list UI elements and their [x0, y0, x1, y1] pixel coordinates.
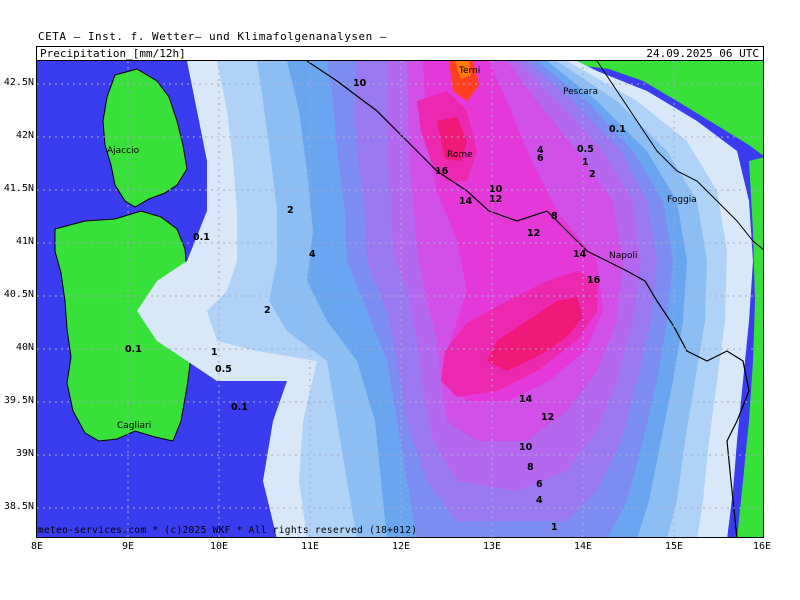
lon-label: 14E — [573, 541, 593, 552]
lon-label: 10E — [209, 541, 229, 552]
contour-label: 14 — [573, 249, 587, 260]
lon-label: 11E — [300, 541, 320, 552]
contour-label: 16 — [435, 166, 449, 177]
precip-level-20 — [449, 61, 479, 101]
contour-label: 2 — [589, 169, 596, 180]
city-ajaccio: Ajaccio — [107, 146, 140, 156]
apulia-land — [737, 157, 763, 537]
contour-label: 10 — [489, 184, 503, 195]
italy-coastline — [306, 61, 750, 537]
contour-label: 4 — [536, 495, 543, 506]
lat-label: 40.5N — [3, 289, 34, 300]
datetime-label: 24.09.2025 06 UTC — [646, 47, 759, 60]
contour-label: 0.5 — [215, 364, 232, 375]
contour-label: 2 — [287, 205, 294, 216]
contour-label: 12 — [541, 412, 554, 423]
lon-label: 12E — [391, 541, 411, 552]
contour-label: 10 — [519, 442, 533, 453]
institute-title: CETA — Inst. f. Wetter— und Klimafolgena… — [38, 30, 388, 43]
contour-label: 6 — [536, 479, 543, 490]
precip-level-16 — [437, 117, 583, 371]
contour-label: 0.1 — [231, 402, 248, 413]
contour-label: 2 — [264, 305, 271, 316]
graticule — [37, 61, 763, 537]
lat-label: 38.5N — [3, 501, 34, 512]
contour-label: 8 — [527, 462, 534, 473]
contour-label: 1 — [582, 157, 589, 168]
city-foggia: Foggia — [667, 195, 697, 205]
contour-label: 0.5 — [577, 144, 594, 155]
precip-level-25 — [455, 61, 471, 79]
lon-label: 13E — [482, 541, 502, 552]
contour-label: 12 — [527, 228, 540, 239]
map-canvas: Terni Pescara Ajaccio Rome Foggia Napoli… — [37, 61, 763, 537]
lon-label: 8E — [30, 541, 44, 552]
lat-label: 41.5N — [3, 183, 34, 194]
sardinia-land — [54, 210, 194, 442]
copyright-footer: meteo-services.com * (c)2025 WKF * All r… — [38, 525, 418, 536]
city-terni: Terni — [458, 66, 480, 76]
lon-label: 15E — [664, 541, 684, 552]
lat-label: 39N — [15, 448, 34, 459]
contour-label: 16 — [587, 275, 601, 286]
contour-label: 8 — [551, 211, 558, 222]
lat-label: 40N — [15, 342, 34, 353]
parameter-label: Precipitation_[mm/12h] — [40, 47, 186, 60]
corsica-land — [102, 68, 188, 208]
contour-label: 1 — [551, 522, 558, 533]
lat-label: 41N — [15, 236, 34, 247]
contour-label: 14 — [459, 196, 473, 207]
lat-label: 42N — [15, 130, 34, 141]
contour-label: 0.1 — [193, 232, 210, 243]
map-header-bar: Precipitation_[mm/12h] 24.09.2025 06 UTC — [36, 46, 764, 60]
contour-label: 6 — [537, 153, 544, 164]
lat-label: 39.5N — [3, 395, 34, 406]
contour-label: 14 — [519, 394, 533, 405]
city-napoli: Napoli — [609, 251, 637, 261]
lon-label: 16E — [752, 541, 772, 552]
contour-label: 10 — [353, 78, 367, 89]
abruzzo-land — [577, 61, 763, 156]
lon-label: 9E — [121, 541, 135, 552]
contour-label: 0.1 — [609, 124, 626, 135]
city-rome: Rome — [447, 150, 473, 160]
contour-label: 0.1 — [125, 344, 142, 355]
city-cagliari: Cagliari — [117, 421, 151, 431]
precipitation-map: Terni Pescara Ajaccio Rome Foggia Napoli… — [36, 60, 764, 538]
city-pescara: Pescara — [563, 87, 598, 97]
contour-label: 4 — [309, 249, 316, 260]
lat-label: 42.5N — [3, 77, 34, 88]
contour-label: 4 — [537, 145, 544, 156]
contour-label: 12 — [489, 194, 502, 205]
contour-label: 1 — [211, 347, 218, 358]
adriatic-coastline — [596, 61, 763, 250]
